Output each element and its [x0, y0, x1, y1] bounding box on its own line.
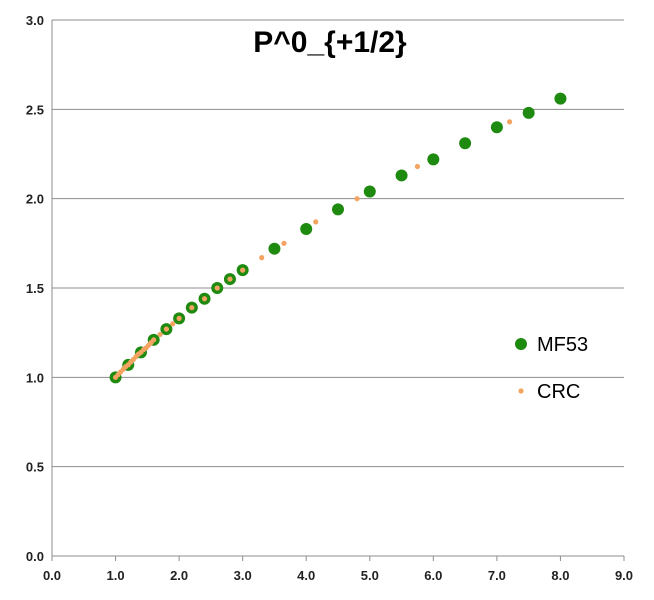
y-tick-label: 2.0 [26, 192, 44, 207]
crc-point [507, 119, 513, 125]
x-tick-label: 8.0 [551, 568, 569, 583]
y-tick-label: 0.5 [26, 460, 44, 475]
y-tick-label: 1.5 [26, 281, 44, 296]
crc-point [281, 240, 287, 246]
crc-point [227, 276, 233, 282]
mf53-point [554, 92, 567, 105]
crc-point [176, 315, 182, 321]
x-tick-label: 5.0 [361, 568, 379, 583]
crc-point [240, 267, 246, 273]
legend-label-mf53: MF53 [537, 334, 588, 356]
legend-marker-crc [518, 388, 524, 394]
mf53-point [490, 121, 503, 134]
crc-point [354, 196, 360, 202]
crc-point [313, 219, 319, 225]
axes [51, 20, 625, 561]
x-tick-label: 4.0 [297, 568, 315, 583]
x-tick-labels: 0.0 1.0 2.0 3.0 4.0 5.0 6.0 7.0 8.0 9.0 [43, 568, 633, 583]
mf53-point [522, 106, 535, 119]
mf53-point [459, 137, 472, 150]
legend-label-crc: CRC [537, 381, 580, 403]
y-tick-labels: 0.0 0.5 1.0 1.5 2.0 2.5 3.0 [26, 13, 44, 564]
legend: MF53 CRC [515, 334, 588, 403]
x-tick-label: 2.0 [170, 568, 188, 583]
crc-point [201, 296, 208, 302]
x-tick-label: 7.0 [488, 568, 506, 583]
crc-point [189, 305, 195, 311]
mf53-point [395, 169, 408, 182]
y-tick-label: 3.0 [26, 13, 44, 28]
crc-point [170, 321, 176, 327]
crc-point [157, 331, 163, 338]
data-points [109, 92, 567, 384]
x-tick-label: 9.0 [615, 568, 633, 583]
crc-point [151, 337, 157, 343]
crc-point [163, 326, 169, 332]
legend-marker-mf53 [515, 338, 527, 350]
x-tick-label: 1.0 [107, 568, 125, 583]
crc-point [259, 255, 265, 261]
x-tick-label: 3.0 [234, 568, 252, 583]
chart-title: P^0_{+1/2} [253, 26, 407, 59]
mf53-point [427, 153, 440, 166]
grid-lines [52, 19, 624, 468]
crc-point [214, 285, 220, 291]
mf53-point [300, 223, 313, 236]
x-tick-label: 6.0 [424, 568, 442, 583]
y-tick-label: 2.5 [26, 102, 44, 117]
mf53-point [332, 203, 344, 216]
crc-point [414, 163, 421, 170]
mf53-point [268, 242, 281, 255]
y-tick-label: 1.0 [26, 370, 44, 385]
y-tick-label: 0.0 [26, 549, 44, 564]
x-tick-label: 0.0 [43, 568, 61, 583]
mf53-point [363, 185, 376, 198]
